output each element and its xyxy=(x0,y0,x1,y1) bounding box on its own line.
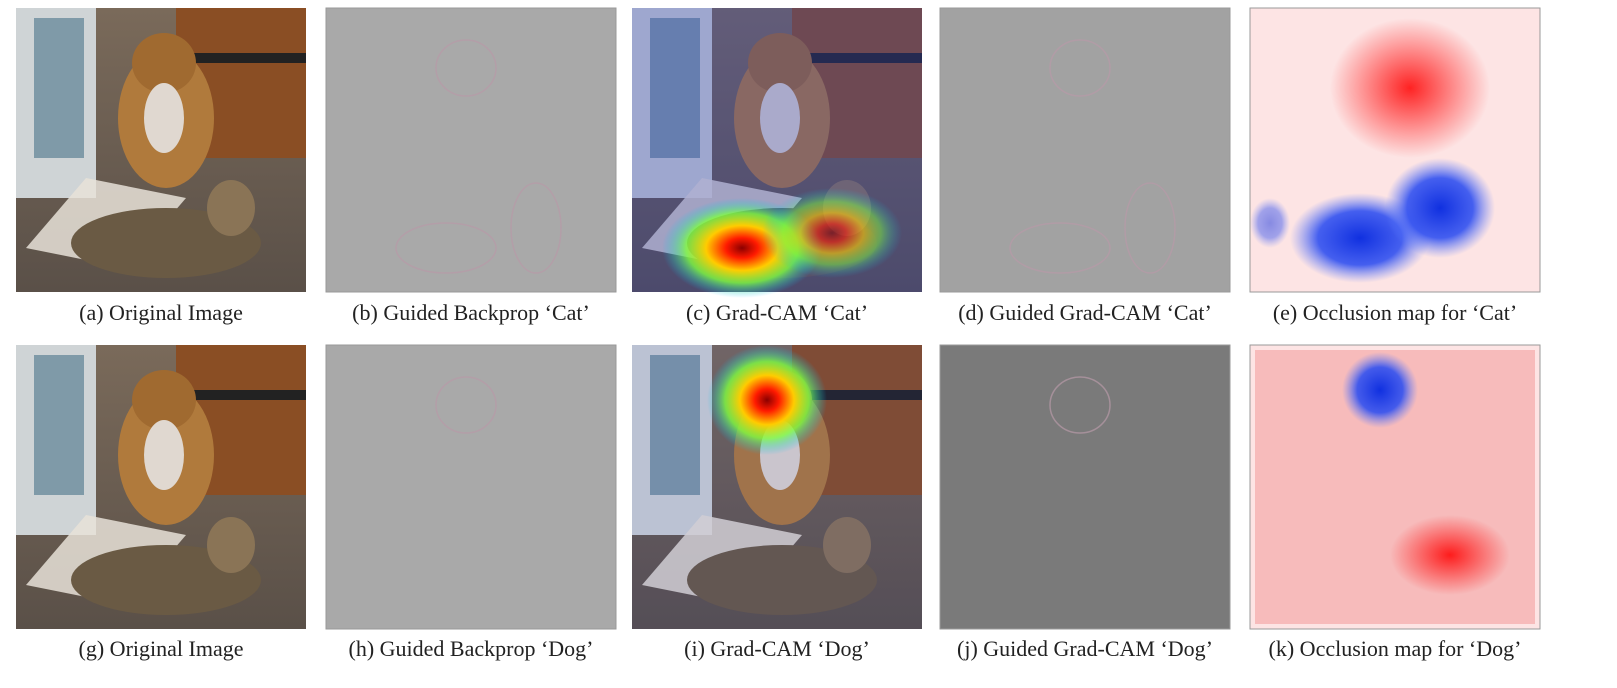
cat-head xyxy=(207,180,255,236)
red-spot xyxy=(1390,515,1510,595)
blue-spot xyxy=(1385,158,1495,258)
map-bg xyxy=(326,8,616,292)
cabinet-strip xyxy=(186,390,306,400)
panel xyxy=(940,8,1230,292)
caption: (h) Guided Backprop ‘Dog’ xyxy=(349,636,594,661)
map-bg xyxy=(940,345,1230,629)
caption: (j) Guided Grad-CAM ‘Dog’ xyxy=(957,636,1213,661)
dog-chest xyxy=(144,83,184,153)
window-pane xyxy=(34,355,84,495)
map-bg xyxy=(940,8,1230,292)
caption: (i) Grad-CAM ‘Dog’ xyxy=(684,636,870,661)
blue-spot xyxy=(1342,352,1418,428)
blue-spot xyxy=(1250,198,1290,248)
window-pane xyxy=(34,18,84,158)
caption: (d) Guided Grad-CAM ‘Cat’ xyxy=(958,300,1212,325)
panel xyxy=(1250,345,1540,629)
heatmap xyxy=(707,345,827,455)
caption: (c) Grad-CAM ‘Cat’ xyxy=(686,300,868,325)
caption: (e) Occlusion map for ‘Cat’ xyxy=(1273,300,1517,325)
map-bg xyxy=(326,345,616,629)
caption: (g) Original Image xyxy=(79,636,244,661)
caption: (k) Occlusion map for ‘Dog’ xyxy=(1269,636,1522,661)
dog-chest xyxy=(144,420,184,490)
panel xyxy=(16,8,306,292)
panel xyxy=(326,345,616,629)
panel xyxy=(16,345,306,629)
cabinet-strip xyxy=(186,53,306,63)
panel xyxy=(632,8,922,298)
red-spot xyxy=(1330,18,1490,158)
cat-head xyxy=(207,517,255,573)
caption: (a) Original Image xyxy=(79,300,243,325)
heatmap xyxy=(762,188,902,278)
panel xyxy=(940,345,1230,629)
panel xyxy=(1250,8,1540,292)
panel xyxy=(632,345,922,629)
figure: (a) Original Image (b) Guided Backprop ‘C… xyxy=(0,0,1617,688)
panel xyxy=(326,8,616,292)
caption: (b) Guided Backprop ‘Cat’ xyxy=(352,300,590,325)
